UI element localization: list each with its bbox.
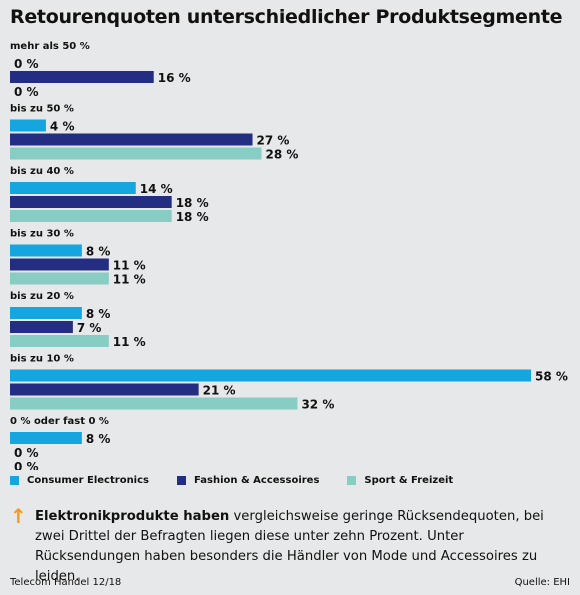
bar [10, 307, 82, 319]
bar [10, 71, 154, 83]
bar-value-label: 32 % [301, 398, 334, 412]
bar [10, 383, 199, 396]
legend-swatch-sport-freizeit [347, 476, 357, 485]
bar-value-label: 11 % [113, 259, 146, 273]
bar [10, 147, 262, 160]
bar-value-label: 7 % [77, 321, 102, 335]
bar [10, 210, 172, 222]
bar-value-label: 21 % [203, 384, 236, 398]
bar-value-label: 11 % [113, 273, 146, 287]
note-bold-text: Elektronikprodukte haben [35, 509, 230, 524]
legend-swatch-consumer-electronics [10, 476, 19, 485]
category-label: 0 % oder fast 0 % [10, 416, 109, 427]
note-body-text: vergleichsweise geringe Rücksendequoten,… [35, 509, 544, 584]
category-label: mehr als 50 % [10, 41, 90, 52]
annotation-note: ↑ Elektronikprodukte haben vergleichswei… [10, 504, 570, 587]
bar [10, 432, 82, 444]
bar [10, 369, 531, 382]
bar-value-label: 18 % [176, 196, 209, 210]
bar-value-label: 14 % [140, 182, 173, 196]
legend-label-fashion-accessoires: Fashion & Accessoires [194, 475, 320, 486]
bar-value-label: 0 % [14, 57, 39, 71]
bar-value-label: 28 % [266, 148, 299, 162]
legend-label-consumer-electronics: Consumer Electronics [27, 475, 149, 486]
bar-value-label: 0 % [14, 85, 39, 99]
bar [10, 133, 253, 146]
bar [10, 397, 298, 410]
arrow-up-icon: ↑ [10, 504, 27, 528]
category-label: bis zu 30 % [10, 229, 74, 240]
bar-value-label: 0 % [14, 446, 39, 460]
note-text: Elektronikprodukte haben vergleichsweise… [10, 507, 570, 587]
bar-value-label: 18 % [176, 210, 209, 224]
legend-item-sport-freizeit: Sport & Freizeit [347, 475, 453, 486]
category-label: bis zu 20 % [10, 291, 74, 302]
bar-value-label: 27 % [257, 134, 290, 148]
bar-value-label: 16 % [158, 71, 191, 85]
bar-value-label: 8 % [86, 245, 111, 259]
bar [10, 335, 109, 347]
bar-value-label: 8 % [86, 307, 111, 321]
category-label: bis zu 40 % [10, 166, 74, 177]
bar-value-label: 58 % [535, 370, 568, 384]
bar [10, 196, 172, 208]
legend-label-sport-freizeit: Sport & Freizeit [364, 475, 454, 486]
bar [10, 119, 46, 132]
bar-value-label: 0 % [14, 460, 39, 470]
bar [10, 272, 109, 285]
legend-item-consumer-electronics: Consumer Electronics [10, 475, 149, 486]
footer-source-left: Telecom Handel 12/18 [10, 577, 122, 588]
bar [10, 258, 109, 271]
bar [10, 321, 73, 333]
bar-value-label: 4 % [50, 120, 75, 134]
chart-title: Retourenquoten unterschiedlicher Produkt… [10, 6, 563, 28]
legend-item-fashion-accessoires: Fashion & Accessoires [177, 475, 319, 486]
bar-value-label: 8 % [86, 432, 111, 446]
bar [10, 244, 82, 257]
legend: Consumer Electronics Fashion & Accessoir… [10, 475, 481, 486]
footer-source-right: Quelle: EHI [514, 577, 570, 588]
category-label: bis zu 10 % [10, 354, 74, 365]
bar-value-label: 11 % [113, 335, 146, 349]
bar-chart: mehr als 50 % 0 % 16 % 0 % bis zu 50 % 4 % 27 … [10, 41, 568, 470]
category-label: bis zu 50 % [10, 104, 74, 115]
legend-swatch-fashion-accessoires [177, 476, 186, 485]
bar [10, 182, 136, 194]
